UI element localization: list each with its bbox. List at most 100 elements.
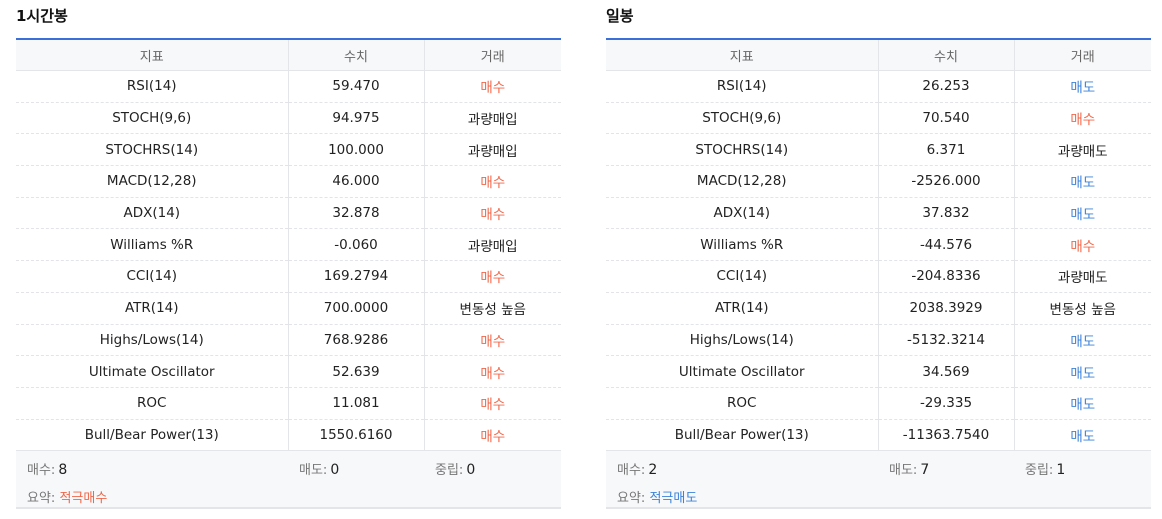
indicator-name: STOCH(9,6) (16, 102, 288, 135)
indicator-value: 26.253 (877, 70, 1014, 103)
neutral-count: 중립: 0 (435, 462, 476, 479)
table-row: ADX(14) 37.832 매도 (606, 197, 1151, 230)
indicator-action: 매수 (423, 165, 561, 198)
indicator-action: 과량매도 (1013, 260, 1151, 293)
indicator-action: 변동성 높음 (1013, 292, 1151, 325)
verdict-value: 적극매도 (649, 491, 698, 507)
table-row: STOCH(9,6) 94.975 과량매입 (16, 102, 561, 135)
indicator-value: -5132.3214 (877, 324, 1014, 357)
indicator-value: -204.8336 (877, 260, 1014, 293)
panel-title: 1시간봉 (16, 7, 68, 25)
indicator-value: 100.000 (287, 133, 424, 167)
table-header-row: 지표 수치 거래 (606, 39, 1151, 71)
buy-count: 매수: 2 (617, 462, 658, 479)
header-indicator: 지표 (606, 39, 878, 71)
indicator-value: 52.639 (287, 355, 424, 388)
indicator-value: 34.569 (877, 355, 1014, 388)
table-row: CCI(14) -204.8336 과량매도 (606, 260, 1151, 293)
header-action: 거래 (423, 39, 561, 71)
table-header-row: 지표 수치 거래 (16, 39, 561, 71)
indicator-value: -2526.000 (877, 165, 1014, 198)
table-row: Bull/Bear Power(13) -11363.7540 매도 (606, 419, 1151, 452)
indicator-name: CCI(14) (16, 260, 288, 293)
indicator-name: RSI(14) (606, 70, 878, 103)
indicator-name: MACD(12,28) (606, 165, 878, 198)
indicator-name: Bull/Bear Power(13) (16, 419, 288, 452)
indicator-action: 매도 (1013, 387, 1151, 420)
indicator-value: 59.470 (287, 70, 424, 103)
indicator-action: 매수 (1013, 228, 1151, 262)
summary-box: 매수: 2 매도: 7 중립: 1 요약: 적극매도 (606, 451, 1151, 510)
hourly-panel: 1시간봉 지표 수치 거래 RSI(14) 59.470 매수 STOCH(9,6) 9… (16, 0, 561, 510)
indicator-value: 46.000 (287, 165, 424, 198)
indicator-action: 매도 (1013, 355, 1151, 388)
daily-panel: 일봉 지표 수치 거래 RSI(14) 26.253 매도 STOCH(9,6) 70.… (606, 0, 1151, 510)
table-row: MACD(12,28) 46.000 매수 (16, 165, 561, 198)
header-value: 수치 (287, 39, 424, 71)
indicator-action: 매수 (423, 387, 561, 420)
indicator-value: 1550.6160 (287, 419, 424, 452)
summary-box: 매수: 8 매도: 0 중립: 0 요약: 적극매수 (16, 451, 561, 510)
indicator-action: 매수 (1013, 102, 1151, 135)
indicator-name: Highs/Lows(14) (16, 324, 288, 357)
table-row: Williams %R -0.060 과량매입 (16, 228, 561, 262)
table-row: Highs/Lows(14) -5132.3214 매도 (606, 324, 1151, 357)
indicator-action: 매수 (423, 355, 561, 388)
table-row: CCI(14) 169.2794 매수 (16, 260, 561, 293)
table-row: RSI(14) 26.253 매도 (606, 70, 1151, 103)
indicator-value: 32.878 (287, 197, 424, 230)
indicator-name: STOCHRS(14) (606, 133, 878, 167)
indicator-name: ATR(14) (606, 292, 878, 325)
indicator-table: 지표 수치 거래 RSI(14) 59.470 매수 STOCH(9,6) 94.975… (16, 38, 561, 452)
indicator-action: 매도 (1013, 165, 1151, 198)
indicator-action: 매수 (423, 70, 561, 103)
indicator-action: 과량매입 (423, 102, 561, 135)
sell-count: 매도: 0 (299, 462, 340, 479)
indicator-name: Bull/Bear Power(13) (606, 419, 878, 452)
indicator-value: -29.335 (877, 387, 1014, 420)
indicator-value: -11363.7540 (877, 419, 1014, 452)
indicator-value: 700.0000 (287, 292, 424, 325)
indicator-action: 과량매도 (1013, 133, 1151, 167)
indicator-action: 매도 (1013, 419, 1151, 452)
indicator-value: 11.081 (287, 387, 424, 420)
table-row: MACD(12,28) -2526.000 매도 (606, 165, 1151, 198)
indicator-name: Ultimate Oscillator (606, 355, 878, 388)
indicator-name: MACD(12,28) (16, 165, 288, 198)
indicator-name: CCI(14) (606, 260, 878, 293)
table-row: STOCHRS(14) 6.371 과량매도 (606, 133, 1151, 167)
neutral-count: 중립: 1 (1025, 462, 1066, 479)
indicator-name: STOCH(9,6) (606, 102, 878, 135)
indicator-name: ADX(14) (16, 197, 288, 230)
indicator-value: 70.540 (877, 102, 1014, 135)
summary-verdict: 요약: 적극매수 (27, 491, 108, 507)
table-row: Williams %R -44.576 매수 (606, 228, 1151, 262)
buy-count: 매수: 8 (27, 462, 68, 479)
table-row: ATR(14) 2038.3929 변동성 높음 (606, 292, 1151, 325)
header-indicator: 지표 (16, 39, 288, 71)
indicator-value: -44.576 (877, 228, 1014, 262)
indicator-name: Williams %R (606, 228, 878, 262)
indicator-value: 94.975 (287, 102, 424, 135)
table-row: RSI(14) 59.470 매수 (16, 70, 561, 103)
indicator-action: 과량매입 (423, 133, 561, 167)
indicator-action: 변동성 높음 (423, 292, 561, 325)
indicator-name: ATR(14) (16, 292, 288, 325)
indicator-name: Highs/Lows(14) (606, 324, 878, 357)
indicator-action: 매수 (423, 197, 561, 230)
indicator-value: 768.9286 (287, 324, 424, 357)
indicator-value: 2038.3929 (877, 292, 1014, 325)
indicator-value: 37.832 (877, 197, 1014, 230)
indicator-name: RSI(14) (16, 70, 288, 103)
table-row: ADX(14) 32.878 매수 (16, 197, 561, 230)
indicator-table: 지표 수치 거래 RSI(14) 26.253 매도 STOCH(9,6) 70.540… (606, 38, 1151, 452)
header-value: 수치 (877, 39, 1014, 71)
indicator-action: 매도 (1013, 197, 1151, 230)
table-row: Ultimate Oscillator 34.569 매도 (606, 355, 1151, 388)
indicator-name: Ultimate Oscillator (16, 355, 288, 388)
indicator-action: 매도 (1013, 324, 1151, 357)
verdict-value: 적극매수 (59, 491, 108, 507)
indicator-name: ROC (16, 387, 288, 420)
indicator-action: 매수 (423, 324, 561, 357)
table-row: ATR(14) 700.0000 변동성 높음 (16, 292, 561, 325)
